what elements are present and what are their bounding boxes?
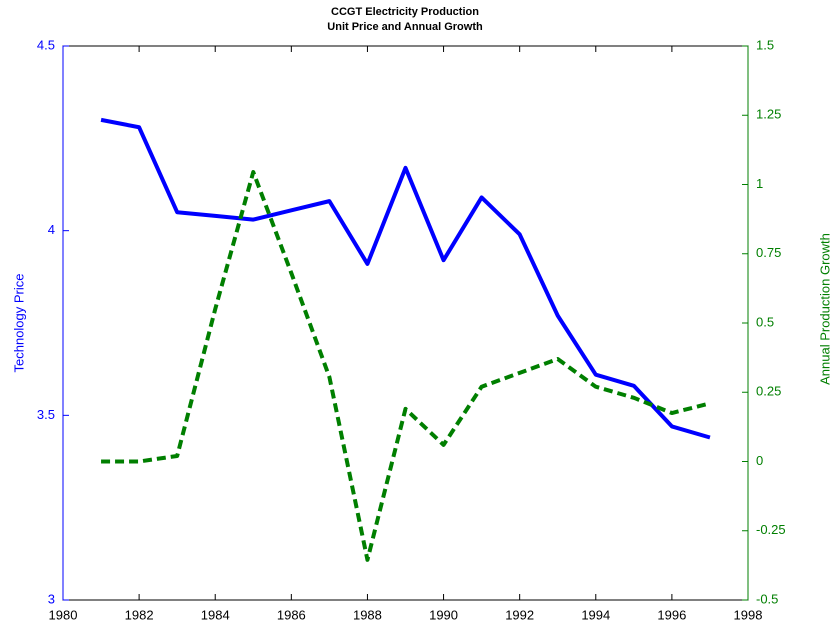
y2-tick-label: -0.25 <box>756 522 786 537</box>
data-line <box>101 170 711 562</box>
y2-tick-label: 1.25 <box>756 107 781 122</box>
y2-tick-label: 0.5 <box>756 314 774 329</box>
x-tick-label: 1992 <box>505 607 534 622</box>
chart-title: CCGT Electricity Production <box>331 6 479 18</box>
y2-tick-label: 0.25 <box>756 384 781 399</box>
x-tick-label: 1996 <box>657 607 686 622</box>
y2-tick-label: -0.5 <box>756 591 778 606</box>
y-tick-label: 4.5 <box>37 37 55 52</box>
y2-tick-label: 1.5 <box>756 37 774 52</box>
x-tick-label: 1986 <box>277 607 306 622</box>
x-tick-label: 1984 <box>201 607 230 622</box>
x-tick-label: 1994 <box>581 607 610 622</box>
y2-axis-label: Annual Production Growth <box>817 233 832 385</box>
chart-subtitle: Unit Price and Annual Growth <box>327 21 483 33</box>
y-axis-label: Technology Price <box>11 274 26 373</box>
y-tick-label: 3.5 <box>37 407 55 422</box>
data-line <box>100 117 711 440</box>
x-tick-label: 1980 <box>49 607 78 622</box>
x-tick-label: 1988 <box>353 607 382 622</box>
x-tick-label: 1990 <box>429 607 458 622</box>
x-tick-label: 1998 <box>734 607 763 622</box>
plot-frame <box>62 45 749 601</box>
x-tick-label: 1982 <box>125 607 154 622</box>
y-tick-label: 3 <box>48 591 55 606</box>
y2-tick-label: 0 <box>756 453 763 468</box>
y-tick-label: 4 <box>48 222 55 237</box>
y2-tick-label: 1 <box>756 176 763 191</box>
y2-tick-label: 0.75 <box>756 245 781 260</box>
